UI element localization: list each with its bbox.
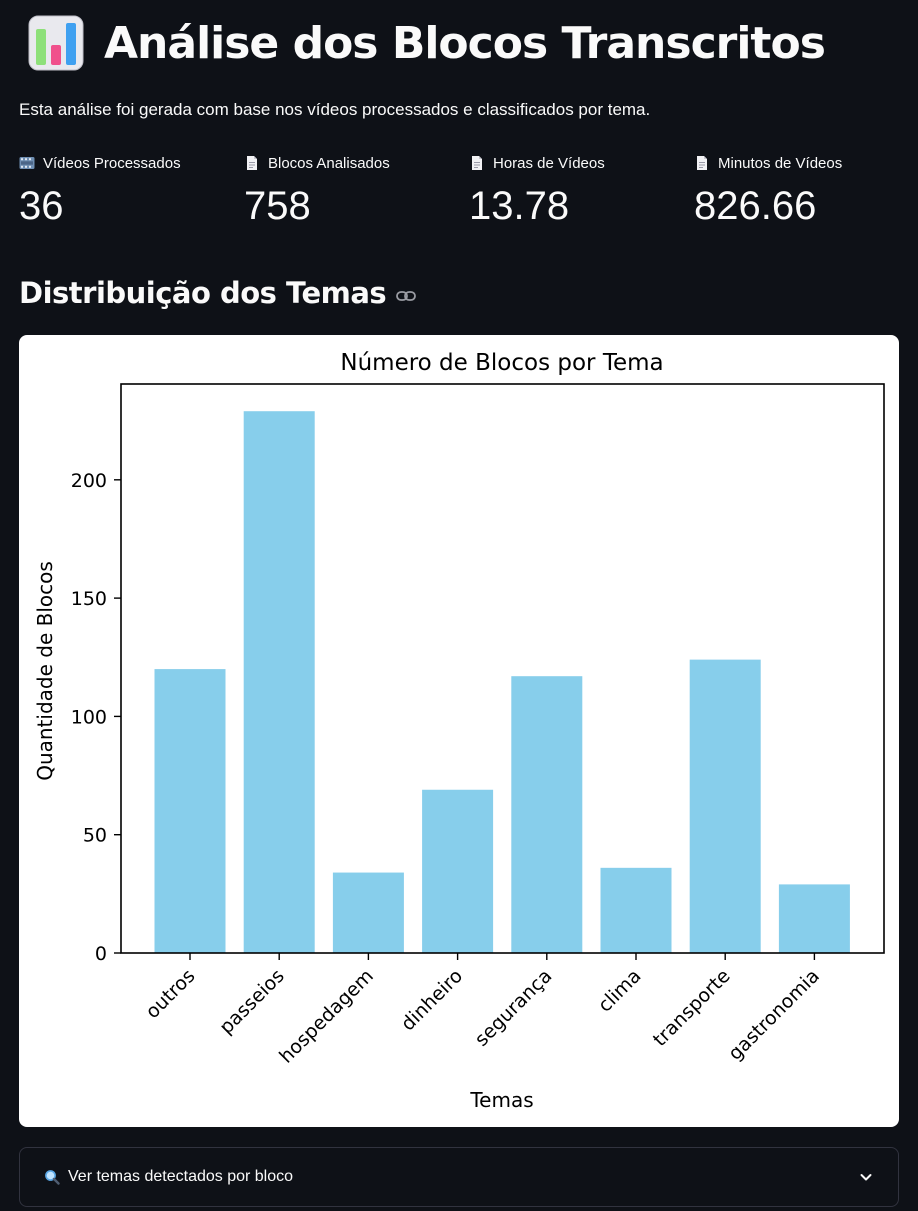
y-tick-label: 200 — [71, 470, 107, 492]
metric-value: 758 — [244, 184, 311, 228]
metric-blocos-analisados: Blocos Analisados 758 — [244, 150, 469, 234]
metric-value: 826.66 — [694, 184, 817, 228]
metric-label: Blocos Analisados — [268, 154, 390, 172]
metric-value: 13.78 — [469, 184, 570, 228]
bar-chart-icon — [28, 15, 84, 71]
x-tick-label: dinheiro — [397, 965, 467, 1035]
magnifier-icon — [45, 1170, 60, 1185]
y-tick-label: 100 — [71, 706, 107, 728]
metric-value: 36 — [19, 184, 64, 228]
document-icon — [472, 156, 482, 170]
x-tick-label: gastronomia — [724, 965, 824, 1065]
metric-label: Horas de Vídeos — [493, 154, 605, 172]
bar-passeios — [243, 411, 315, 953]
metric-label: Minutos de Vídeos — [718, 154, 843, 172]
y-tick-label: 150 — [71, 588, 107, 610]
y-axis-label: Quantidade de Blocos — [33, 561, 57, 781]
bar-hospedagem — [332, 872, 404, 953]
metric-videos-processados: Vídeos Processados 36 — [19, 150, 244, 234]
x-tick-label: outros — [142, 965, 200, 1023]
y-ticks-group: 0 50 100 150 200 — [71, 470, 121, 965]
chart-title: Número de Blocos por Tema — [340, 350, 663, 376]
metric-horas-de-videos: Horas de Vídeos 13.78 — [469, 150, 694, 234]
bars-group — [154, 411, 850, 953]
themes-expander[interactable]: Ver temas detectados por bloco — [19, 1147, 899, 1207]
bar-transporte — [689, 659, 761, 953]
metric-label: Vídeos Processados — [43, 154, 181, 172]
section-title-text: Distribuição dos Temas — [19, 276, 387, 310]
bar-segurança — [511, 676, 583, 953]
bar-chart: Número de Blocos por Tema Quantidade de … — [33, 350, 885, 1112]
metric-minutos-de-videos: Minutos de Vídeos 826.66 — [694, 150, 918, 234]
x-tick-label: segurança — [471, 965, 557, 1051]
x-tick-label: hospedagem — [275, 965, 378, 1068]
link-icon[interactable] — [396, 290, 417, 302]
x-axis-label: Temas — [469, 1088, 533, 1112]
chevron-down-icon[interactable] — [858, 1169, 874, 1185]
plot-frame — [120, 383, 885, 954]
bar-outros — [154, 669, 226, 953]
x-tick-label: clima — [594, 965, 646, 1017]
document-icon — [697, 156, 707, 170]
document-icon — [247, 156, 257, 170]
y-tick-label: 50 — [83, 825, 107, 847]
bar-gastronomia — [778, 884, 850, 953]
section-title: Distribuição dos Temas — [19, 276, 417, 310]
x-tick-label: passeios — [215, 965, 289, 1039]
page-title: Análise dos Blocos Transcritos — [104, 17, 826, 69]
film-icon — [19, 157, 35, 169]
x-tick-label: transporte — [649, 965, 735, 1051]
expander-label: Ver temas detectados por bloco — [68, 1168, 294, 1185]
bar-dinheiro — [422, 789, 494, 953]
metrics-row: Vídeos Processados 36 Blocos Analisados … — [19, 150, 899, 230]
page-subtitle: Esta análise foi gerada com base nos víd… — [19, 100, 651, 119]
y-tick-label: 0 — [95, 943, 107, 965]
chart-card: Número de Blocos por Tema Quantidade de … — [19, 335, 899, 1127]
title-row: Análise dos Blocos Transcritos — [28, 12, 826, 74]
bar-clima — [600, 867, 672, 953]
